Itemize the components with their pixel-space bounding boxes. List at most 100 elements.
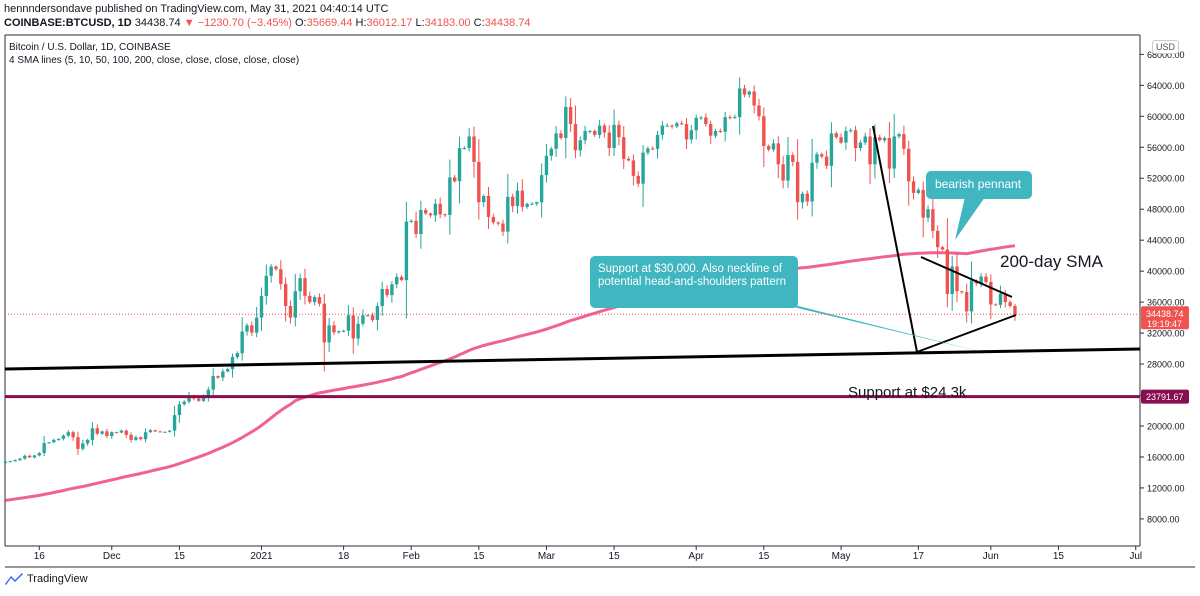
callout-bearish-pennant-box[interactable] [926,171,1032,199]
candle-body [139,437,143,440]
candle-body [940,247,945,250]
candle-body [791,155,795,162]
candle-body [42,443,46,454]
candle-body [766,146,771,150]
candle-body [37,453,42,456]
candle-body [424,209,428,214]
price-axis[interactable]: 8000.0012000.0016000.0020000.0024000.002… [1140,50,1185,525]
candle-body [597,125,602,135]
price-tick-label: 16000.00 [1147,452,1185,462]
candle-body [23,455,27,459]
candle-body [844,131,848,143]
candle-body [254,317,259,333]
candle-body [665,125,669,127]
tradingview-logo-icon [5,573,23,585]
candle-body [723,117,727,132]
candle-body [795,161,800,203]
candle-body [979,276,983,284]
time-tick-label: 17 [913,551,925,562]
candle-body [356,323,360,339]
time-axis[interactable]: 16 Dec 15 2021 18 Feb 15 Mar 15 Apr 15 May 17 Jun 15 Ju… [34,546,1142,562]
legend-indicator[interactable]: 4 SMA lines (5, 10, 50, 100, 200, close,… [9,55,300,66]
candle-body [559,133,563,138]
candle-body [216,376,220,378]
candle-body [1003,293,1008,303]
candle-body [81,443,85,449]
footer: TradingView [4,572,88,586]
candle-body [501,223,505,232]
candle-body [274,266,278,270]
down-arrow-icon: ▼ [183,17,195,29]
candle-body [433,203,438,216]
candle-body [544,155,549,176]
candle-body [863,136,867,143]
candle-body [105,431,109,437]
symbol-ohlc-line: COINBASE:BTCUSD, 1D 34438.74 ▼ −1230.70 … [4,17,531,29]
candle-body [617,124,621,138]
candle-body [370,315,375,320]
footer-brand: TradingView [27,573,88,585]
candle-body [752,91,756,106]
pennant-lower-line[interactable] [916,314,1017,353]
candle-body [902,134,906,149]
candle-body [221,371,225,378]
time-tick-label: 18 [338,551,350,562]
callout-support-30k-box[interactable] [590,256,798,308]
candle-body [182,401,186,405]
support-30k-trendline[interactable] [4,347,1141,371]
candle-body [805,193,809,202]
callout-support-30k-text: Support at $30,000. Also neckline of pot… [598,263,786,288]
candle-body [955,266,959,292]
candle-body [839,137,843,143]
price-tick-label: 56000.00 [1147,143,1185,153]
candle-body [32,455,37,458]
candle-body [520,190,525,207]
candle-body [960,291,964,293]
candle-body [85,439,90,444]
candle-body [554,133,558,149]
time-tick-label: 15 [1053,551,1065,562]
candle-body [510,196,515,207]
open-key: O: [294,17,307,29]
price-tick-label: 8000.00 [1147,514,1180,524]
candle-body [395,276,399,285]
last-price: 34438.74 [134,17,181,29]
flagpole-line[interactable] [872,125,918,353]
candle-body [868,136,872,165]
candle-body [230,357,235,370]
candle-body [583,131,587,141]
time-tick-label: Jun [983,551,999,562]
currency-badge[interactable]: USD [1152,40,1180,54]
time-tick-label: Feb [403,551,421,562]
candle-body [699,117,703,119]
candle-body [704,117,708,125]
candle-body [61,435,66,439]
candle-body [535,202,539,204]
candle-body [279,269,283,284]
candle-body [568,107,573,125]
candle-body [873,137,877,165]
candlestick-series [3,77,1017,464]
candle-body [670,125,674,127]
candle-body [539,175,544,203]
last-price-tag-value: 34438.74 [1146,309,1184,319]
close-value: 34438.74 [484,17,531,29]
candle-body [718,131,723,133]
pennant-upper-line[interactable] [920,256,1013,298]
candle-body [361,315,365,324]
candle-body [201,396,206,401]
candle-body [259,295,264,318]
time-tick-label: 15 [473,551,485,562]
trendline-drawings[interactable] [4,125,1141,399]
low-value: 34183.00 [424,17,471,29]
candle-body [931,209,935,231]
candle-body [655,134,660,149]
candle-body [269,266,273,276]
candle-body [694,117,698,131]
candle-body [100,431,104,434]
candle-body [385,288,389,296]
candle-body [119,430,124,433]
plot-area[interactable] [5,35,1140,546]
